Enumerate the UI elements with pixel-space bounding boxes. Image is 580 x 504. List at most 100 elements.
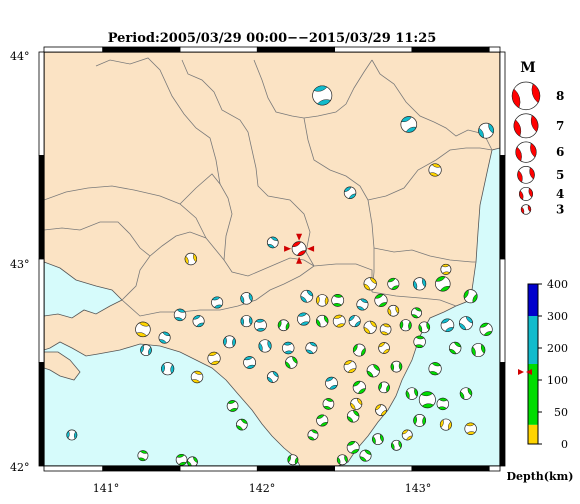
depth-axis-label: Depth(km)	[507, 470, 574, 483]
depth-tick-label: 0	[561, 438, 568, 451]
main-event	[284, 233, 315, 264]
event-beachball	[471, 343, 486, 358]
event-beachball	[350, 397, 363, 410]
depth-band	[528, 424, 538, 444]
depth-colorbar-bands	[528, 284, 538, 444]
event-beachball	[413, 414, 427, 427]
events-layer	[66, 85, 495, 468]
event-beachball	[413, 335, 426, 349]
axis-labels: 44° 43° 42° 141° 142° 143°	[10, 50, 431, 495]
depth-tick-label: 300	[547, 310, 568, 323]
magnitude-legend: M 8 7 6 5 43	[511, 60, 564, 216]
event-beachball	[346, 440, 360, 454]
border-segment-right	[499, 362, 506, 467]
event-beachball	[307, 429, 319, 441]
border-segment-bottom	[334, 465, 413, 472]
magnitude-legend-ball	[517, 166, 535, 184]
magnitude-legend-label: 4	[556, 187, 564, 201]
border-segment-bottom	[179, 465, 258, 472]
depth-marker-arrow-left	[518, 369, 524, 375]
event-beachball	[440, 318, 455, 333]
border-segment-bottom	[256, 465, 336, 472]
event-beachball	[186, 456, 198, 468]
lon-label-142: 142°	[249, 482, 276, 495]
event-beachball	[312, 85, 333, 106]
event-beachball	[439, 418, 452, 431]
event-beachball	[240, 315, 253, 328]
event-beachball	[459, 316, 473, 331]
event-beachball	[346, 410, 360, 423]
main-event-marker-triangle	[296, 256, 303, 264]
event-beachball	[343, 360, 357, 374]
event-beachball	[356, 298, 369, 311]
magnitude-legend-label: 6	[556, 145, 564, 159]
event-beachball	[435, 276, 451, 292]
depth-band	[528, 364, 538, 425]
event-beachball	[243, 356, 256, 369]
depth-tick-label: 400	[547, 278, 568, 291]
event-beachball	[282, 341, 295, 355]
event-beachball	[348, 315, 361, 328]
event-beachball	[66, 429, 78, 441]
event-beachball	[479, 322, 493, 336]
lat-label-44: 44°	[10, 50, 30, 63]
event-beachball	[285, 356, 298, 369]
event-beachball	[173, 308, 187, 322]
lat-label-43: 43°	[10, 258, 30, 271]
depth-tick-label: 100	[547, 374, 568, 387]
land-area	[44, 52, 500, 466]
main-event-beachball	[291, 241, 307, 256]
event-beachball	[405, 387, 419, 400]
magnitude-legend-label: 7	[556, 119, 564, 133]
magnitude-legend-label: 5	[556, 168, 564, 182]
border-segment-top	[43, 46, 104, 53]
event-beachball	[478, 122, 495, 139]
event-beachball	[322, 398, 335, 410]
event-beachball	[390, 360, 403, 373]
depth-colorbar-ticks: 400 300 200 100 50 0	[538, 278, 568, 451]
border-segment-top	[256, 46, 336, 53]
event-beachball	[401, 429, 413, 441]
event-beachball	[463, 289, 478, 304]
event-beachball	[399, 319, 412, 332]
event-beachball	[316, 414, 329, 427]
land-peninsula	[44, 351, 81, 381]
lon-label-143: 143°	[405, 482, 432, 495]
depth-tick-label: 200	[547, 342, 568, 355]
event-beachball	[184, 252, 198, 266]
event-beachball	[332, 314, 346, 328]
event-beachball	[359, 449, 372, 462]
event-beachball	[387, 304, 400, 317]
event-beachball	[316, 314, 329, 328]
event-beachball	[387, 277, 400, 290]
event-beachball	[413, 277, 427, 291]
event-beachball	[390, 439, 402, 451]
border-segment-left	[38, 51, 45, 156]
event-beachball	[372, 433, 384, 445]
event-beachball	[352, 343, 366, 357]
magnitude-legend-ball	[515, 141, 537, 163]
border-segment-left	[38, 155, 45, 260]
event-beachball	[343, 186, 357, 199]
event-beachball	[459, 387, 473, 400]
depth-band	[528, 284, 538, 316]
border-segment-bottom	[411, 465, 490, 472]
event-beachball	[375, 404, 387, 416]
border-segment-top	[411, 46, 490, 53]
event-beachball	[366, 364, 380, 378]
event-beachball	[418, 391, 436, 409]
border-segment-right	[499, 51, 506, 156]
event-beachball	[175, 453, 188, 466]
event-beachball	[331, 294, 345, 307]
map-border-scale	[38, 46, 506, 472]
event-beachball	[258, 339, 272, 353]
event-beachball	[305, 341, 318, 355]
border-segment-bottom	[488, 465, 501, 472]
border-segment-top	[179, 46, 258, 53]
border-segment-bottom	[43, 465, 104, 472]
event-beachball	[336, 454, 348, 466]
event-beachball	[297, 312, 311, 326]
depth-colorbar: 400 300 200 100 50 0 Depth(km)	[507, 278, 574, 483]
border-segment-left	[38, 258, 45, 363]
